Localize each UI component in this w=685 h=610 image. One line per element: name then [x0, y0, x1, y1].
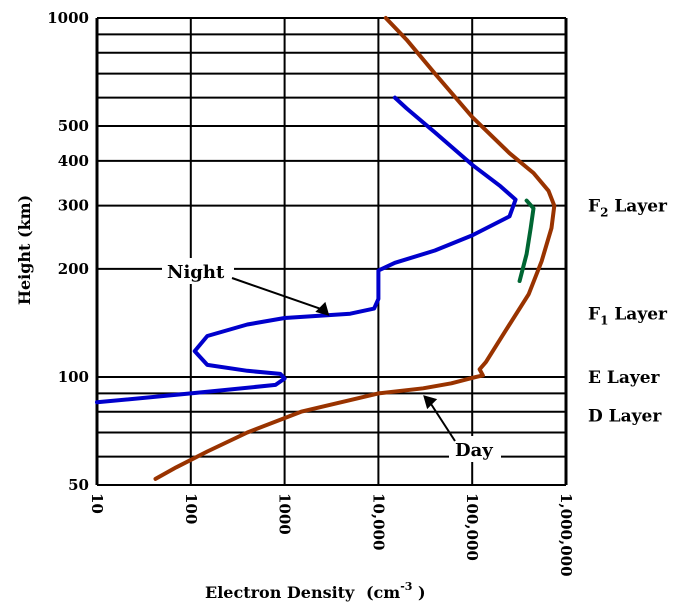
y-tick-label: 200	[58, 260, 89, 278]
y-tick-label: 500	[58, 117, 89, 135]
x-tick-label: 10,000	[369, 493, 387, 550]
f1-layer-curve	[517, 198, 536, 283]
day-arrow-head	[423, 395, 438, 410]
night-label-background	[162, 258, 234, 284]
x-axis-title: Electron Density (cm-3 )	[205, 580, 426, 602]
layer-label-subscript: 1	[600, 314, 608, 328]
layer-label-name: F	[588, 197, 600, 217]
x-tick-label: 100	[182, 493, 200, 524]
x-axis-unit-close: )	[412, 583, 425, 602]
layer-label: F1 Layer	[588, 305, 668, 328]
y-tick-labels: 50 100 200 300 400 500 1000	[47, 9, 89, 494]
x-axis-unit-superscript: -3	[400, 580, 412, 593]
x-axis-unit: (cm	[366, 583, 400, 602]
y-tick-label: 1000	[47, 9, 89, 27]
y-tick-label: 100	[58, 368, 89, 386]
x-axis-title-text: Electron Density	[205, 583, 355, 602]
y-tick-label: 300	[58, 197, 89, 215]
day-arrow-line	[428, 400, 456, 442]
night-label: Night	[167, 262, 225, 283]
day-curve	[153, 16, 557, 481]
night-arrow-line	[231, 277, 324, 311]
layer-label: D Layer	[588, 407, 662, 427]
layer-label-name: E Layer	[588, 368, 661, 388]
density-curves	[95, 16, 557, 481]
y-tick-label: 400	[58, 152, 89, 170]
layer-label: E Layer	[588, 368, 661, 388]
x-tick-label: 10	[88, 493, 106, 514]
annotations: Night Day	[162, 258, 501, 462]
y-tick-label: 50	[68, 476, 89, 494]
x-tick-label: 1000	[276, 493, 294, 535]
day-label: Day	[455, 440, 493, 461]
plot-frame	[95, 18, 568, 485]
day-label-background	[449, 436, 501, 462]
night-curve	[95, 95, 518, 405]
layer-label-subscript: 2	[600, 206, 608, 220]
x-tick-labels: 10 100 1000 10,000 100,000 1,000,000	[88, 493, 575, 577]
layer-label: F2 Layer	[588, 197, 668, 220]
x-tick-label: 1,000,000	[557, 493, 575, 577]
x-tick-label: 100,000	[463, 493, 481, 561]
night-arrow-head	[315, 301, 330, 316]
layer-label-rest: Layer	[608, 305, 668, 325]
layer-label-name: F	[588, 305, 600, 325]
y-axis-title: Height (km)	[15, 195, 34, 305]
horizontal-gridlines	[97, 17, 566, 486]
layer-label-rest: Layer	[608, 197, 668, 217]
layer-label-name: D Layer	[588, 407, 662, 427]
